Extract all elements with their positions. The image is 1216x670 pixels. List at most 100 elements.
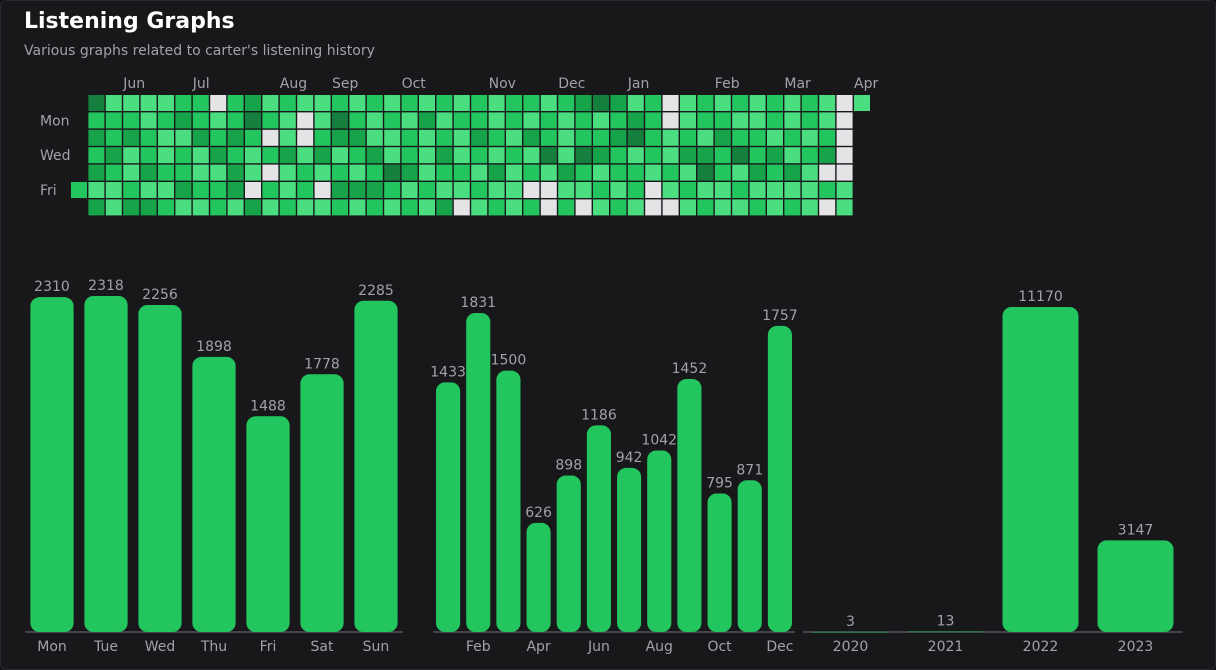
heatmap-cell[interactable] xyxy=(227,129,244,146)
heatmap-cell[interactable] xyxy=(593,95,609,111)
heatmap-cell[interactable] xyxy=(732,199,749,216)
heatmap-cell[interactable] xyxy=(401,95,418,111)
heatmap-cell[interactable] xyxy=(575,199,592,216)
heatmap-cell[interactable] xyxy=(523,199,540,216)
heatmap-cell[interactable] xyxy=(714,182,731,198)
heatmap-cell[interactable] xyxy=(88,147,105,164)
heatmap-cell[interactable] xyxy=(645,112,662,129)
heatmap-cell[interactable] xyxy=(627,95,644,111)
heatmap-cell[interactable] xyxy=(384,199,401,216)
heatmap-cell[interactable] xyxy=(401,164,418,181)
heatmap-cell[interactable] xyxy=(175,95,192,111)
heatmap-cell[interactable] xyxy=(627,164,644,181)
heatmap-cell[interactable] xyxy=(105,95,122,111)
heatmap-cell[interactable] xyxy=(784,182,801,198)
heatmap-cell[interactable] xyxy=(158,164,174,181)
heatmap-cell[interactable] xyxy=(436,129,453,146)
heatmap-cell[interactable] xyxy=(349,182,366,198)
heatmap-cell[interactable] xyxy=(767,112,783,129)
heatmap-cell[interactable] xyxy=(506,112,522,129)
heatmap-cell[interactable] xyxy=(279,147,296,164)
heatmap-cell[interactable] xyxy=(575,129,592,146)
heatmap-cell[interactable] xyxy=(627,147,644,164)
heatmap-cell[interactable] xyxy=(349,95,366,111)
heatmap-cell[interactable] xyxy=(506,182,522,198)
heatmap-cell[interactable] xyxy=(749,112,766,129)
heatmap-cell[interactable] xyxy=(767,129,783,146)
heatmap-cell[interactable] xyxy=(210,112,227,129)
heatmap-cell[interactable] xyxy=(279,182,296,198)
heatmap-cell[interactable] xyxy=(436,164,453,181)
heatmap-cell[interactable] xyxy=(262,95,279,111)
heatmap-cell[interactable] xyxy=(819,129,836,146)
heatmap-cell[interactable] xyxy=(819,95,836,111)
heatmap-cell[interactable] xyxy=(332,182,348,198)
heatmap-cell[interactable] xyxy=(436,95,453,111)
heatmap-cell[interactable] xyxy=(819,182,836,198)
heatmap-cell[interactable] xyxy=(175,129,192,146)
heatmap-cell[interactable] xyxy=(192,199,209,216)
heatmap-cell[interactable] xyxy=(245,129,261,146)
heatmap-cell[interactable] xyxy=(123,164,140,181)
heatmap-cell[interactable] xyxy=(332,95,348,111)
heatmap-cell[interactable] xyxy=(523,182,540,198)
bar[interactable] xyxy=(300,374,344,632)
heatmap-cell[interactable] xyxy=(384,147,401,164)
heatmap-cell[interactable] xyxy=(610,112,627,129)
heatmap-cell[interactable] xyxy=(471,95,488,111)
heatmap-cell[interactable] xyxy=(279,199,296,216)
heatmap-cell[interactable] xyxy=(801,95,818,111)
heatmap-cell[interactable] xyxy=(262,164,279,181)
heatmap-cell[interactable] xyxy=(471,147,488,164)
heatmap-cell[interactable] xyxy=(836,129,853,146)
heatmap-cell[interactable] xyxy=(558,164,575,181)
heatmap-cell[interactable] xyxy=(819,112,836,129)
heatmap-cell[interactable] xyxy=(262,199,279,216)
heatmap-cell[interactable] xyxy=(610,129,627,146)
heatmap-cell[interactable] xyxy=(158,147,174,164)
heatmap-cell[interactable] xyxy=(105,129,122,146)
heatmap-cell[interactable] xyxy=(279,112,296,129)
heatmap-cell[interactable] xyxy=(593,199,609,216)
heatmap-cell[interactable] xyxy=(227,199,244,216)
heatmap-cell[interactable] xyxy=(627,112,644,129)
heatmap-cell[interactable] xyxy=(645,147,662,164)
heatmap-cell[interactable] xyxy=(749,95,766,111)
heatmap-cell[interactable] xyxy=(680,199,696,216)
heatmap-cell[interactable] xyxy=(610,164,627,181)
heatmap-cell[interactable] xyxy=(732,147,749,164)
heatmap-cell[interactable] xyxy=(366,95,383,111)
heatmap-cell[interactable] xyxy=(105,182,122,198)
heatmap-cell[interactable] xyxy=(836,182,853,198)
heatmap-cell[interactable] xyxy=(192,182,209,198)
heatmap-cell[interactable] xyxy=(523,164,540,181)
heatmap-cell[interactable] xyxy=(332,199,348,216)
heatmap-cell[interactable] xyxy=(488,147,505,164)
heatmap-cell[interactable] xyxy=(88,199,105,216)
heatmap-cell[interactable] xyxy=(662,112,679,129)
heatmap-cell[interactable] xyxy=(593,147,609,164)
heatmap-cell[interactable] xyxy=(140,147,157,164)
heatmap-cell[interactable] xyxy=(854,95,870,111)
heatmap-cell[interactable] xyxy=(697,164,714,181)
heatmap-cell[interactable] xyxy=(349,129,366,146)
heatmap-cell[interactable] xyxy=(801,199,818,216)
heatmap-cell[interactable] xyxy=(158,112,174,129)
heatmap-cell[interactable] xyxy=(819,199,836,216)
heatmap-cell[interactable] xyxy=(662,95,679,111)
heatmap-cell[interactable] xyxy=(488,129,505,146)
heatmap-cell[interactable] xyxy=(210,129,227,146)
heatmap-cell[interactable] xyxy=(297,129,314,146)
heatmap-cell[interactable] xyxy=(349,199,366,216)
heatmap-cell[interactable] xyxy=(610,182,627,198)
heatmap-cell[interactable] xyxy=(332,129,348,146)
heatmap-cell[interactable] xyxy=(245,164,261,181)
heatmap-cell[interactable] xyxy=(314,199,331,216)
heatmap-cell[interactable] xyxy=(314,129,331,146)
heatmap-cell[interactable] xyxy=(262,129,279,146)
heatmap-cell[interactable] xyxy=(245,182,261,198)
heatmap-cell[interactable] xyxy=(401,112,418,129)
heatmap-cell[interactable] xyxy=(488,95,505,111)
heatmap-cell[interactable] xyxy=(88,95,105,111)
heatmap-cell[interactable] xyxy=(210,164,227,181)
